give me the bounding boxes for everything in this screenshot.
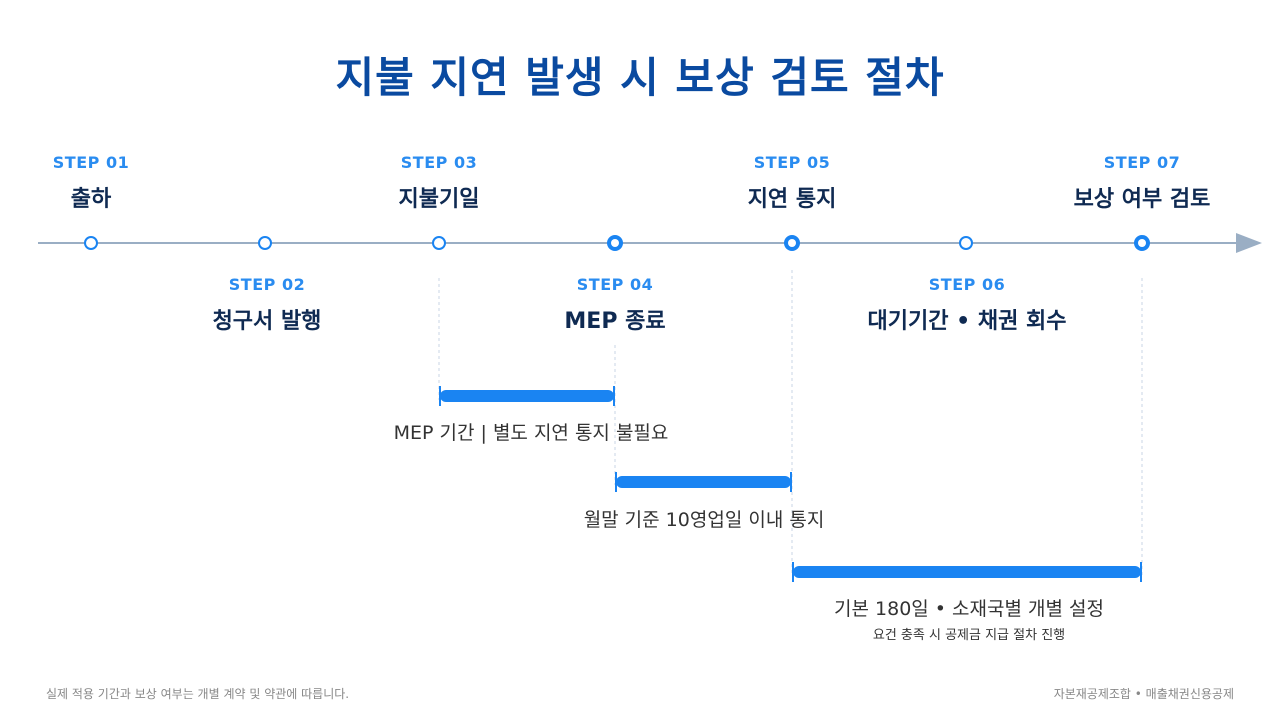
step-number: STEP 07	[1103, 153, 1181, 172]
guide-lines	[438, 270, 1143, 575]
step-label: MEP 종료	[564, 309, 666, 334]
step-06: STEP 06 대기기간 • 채권 회수	[817, 275, 1117, 335]
footer-note: 실제 적용 기간과 보상 여부는 개별 계약 및 약관에 따릅니다.	[46, 687, 350, 701]
step-node-04	[607, 235, 623, 251]
step-node-07	[1134, 235, 1150, 251]
period-label-notice: 월말 기준 10영업일 이내 통지	[583, 509, 825, 531]
step-number: STEP 05	[753, 153, 831, 172]
period-bar-mep	[439, 386, 615, 406]
step-label: 지연 통지	[747, 187, 837, 212]
step-05: STEP 05 지연 통지	[642, 153, 942, 213]
step-number: STEP 04	[576, 275, 654, 294]
footer-org: 자본재공제조합 • 매출채권신용공제	[1053, 687, 1234, 701]
step-node-03	[432, 236, 446, 250]
step-number: STEP 02	[228, 275, 306, 294]
step-node-02	[258, 236, 272, 250]
period-bar-waiting	[792, 562, 1142, 582]
period-sublabel-waiting: 요건 충족 시 공제금 지급 절차 진행	[872, 628, 1066, 643]
page-title: 지불 지연 발생 시 보상 검토 절차	[335, 53, 945, 102]
step-node-06	[959, 236, 973, 250]
step-label: 출하	[70, 187, 112, 212]
step-07: STEP 07 보상 여부 검토	[992, 153, 1280, 213]
step-node-05	[784, 235, 800, 251]
period-bar-notice	[615, 472, 792, 492]
step-number: STEP 01	[52, 153, 130, 172]
step-nodes	[84, 235, 1150, 251]
step-number: STEP 03	[400, 153, 478, 172]
step-01: STEP 01 출하	[0, 153, 241, 213]
step-label: 지불기일	[398, 187, 480, 212]
step-02: STEP 02 청구서 발행	[117, 275, 417, 335]
period-label-mep: MEP 기간 | 별도 지연 통지 불필요	[393, 422, 669, 444]
period-label-waiting: 기본 180일 • 소재국별 개별 설정	[834, 598, 1104, 620]
step-number: STEP 06	[928, 275, 1006, 294]
step-label: 보상 여부 검토	[1073, 187, 1211, 212]
step-node-01	[84, 236, 98, 250]
step-label: 대기기간 • 채권 회수	[867, 309, 1067, 334]
step-04: STEP 04 MEP 종료	[465, 275, 765, 335]
step-label: 청구서 발행	[212, 309, 322, 334]
timeline-arrow-icon	[1236, 233, 1262, 253]
step-03: STEP 03 지불기일	[289, 153, 589, 213]
